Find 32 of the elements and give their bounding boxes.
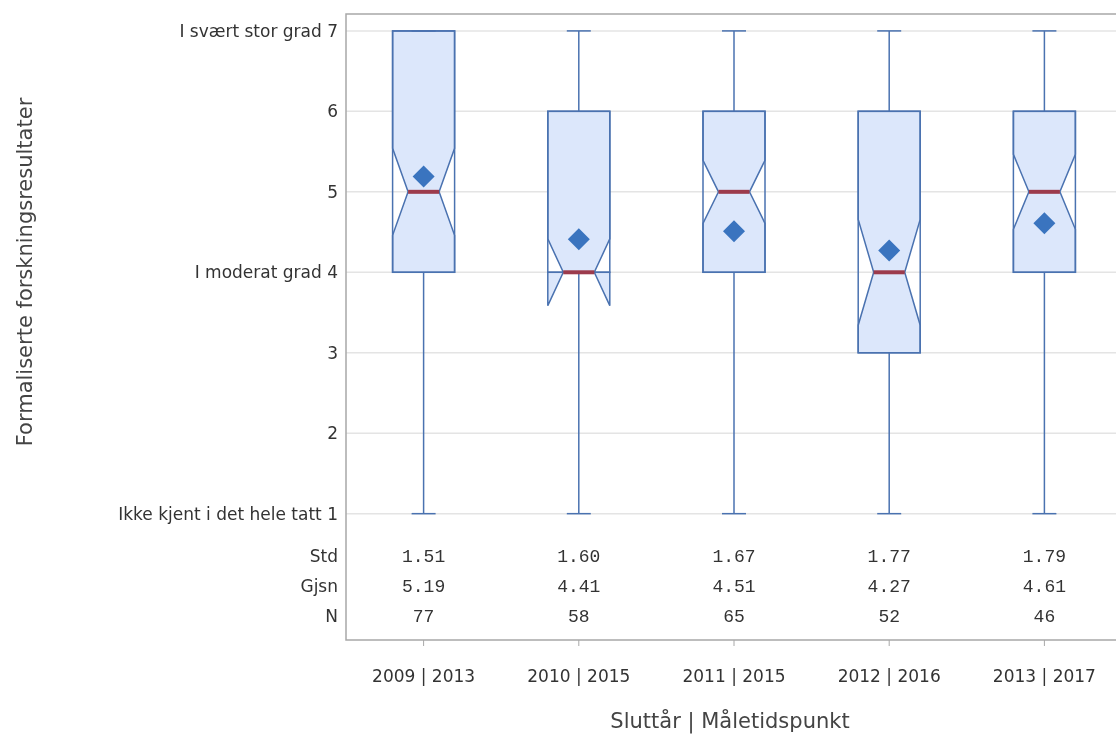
y-tick-label: Ikke kjent i det hele tatt 1: [118, 503, 338, 524]
annotation: 4.61: [1022, 577, 1067, 598]
annotation: 77: [412, 607, 435, 628]
y-axis-title: Formaliserte forskningsresultater: [13, 97, 37, 447]
y-tick-label: 5: [327, 181, 338, 202]
text: N: [325, 605, 338, 626]
annotation: 52: [878, 607, 900, 628]
y-tick-label: 3: [327, 342, 338, 363]
x-tick-label: 2012 | 2016: [837, 666, 941, 686]
annotation: 1.79: [1022, 547, 1067, 568]
y-tick-label: 6: [327, 101, 338, 122]
x-tick-label: 2013 | 2017: [992, 666, 1096, 686]
annotation: 1.51: [401, 547, 446, 568]
annotation: 1.67: [712, 547, 756, 568]
x-tick-label: 2011 | 2015: [682, 666, 786, 686]
y-tick-label: 2: [327, 423, 338, 444]
annotation: 58: [568, 607, 590, 628]
text: Std: [309, 545, 338, 566]
text: Gjsn: [300, 575, 338, 596]
annotation: 5.19: [401, 577, 446, 598]
annotation: 65: [723, 607, 745, 628]
annotation: 46: [1033, 607, 1056, 628]
y-tick-label: I moderat grad 4: [194, 262, 338, 283]
annotation: 1.60: [557, 547, 601, 568]
annotation: 4.27: [867, 577, 911, 598]
y-tick-label: I svært stor grad 7: [179, 20, 338, 41]
annotation: 4.41: [557, 577, 601, 598]
annotation: 4.51: [712, 577, 756, 598]
x-tick-label: 2009 | 2013: [372, 666, 476, 686]
annotation: 1.77: [867, 547, 911, 568]
x-tick-label: 2010 | 2015: [527, 666, 631, 686]
x-axis-title: Sluttår | Måletidspunkt: [610, 708, 850, 734]
